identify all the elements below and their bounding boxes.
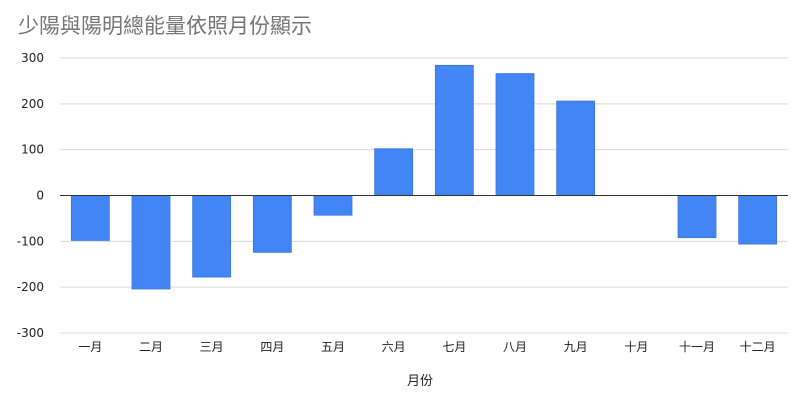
bar-6 (374, 148, 414, 196)
chart-title: 少陽與陽明總能量依照月份顯示 (18, 14, 312, 38)
bar-5 (313, 195, 353, 216)
bar-11 (677, 195, 717, 239)
x-tick-label: 九月 (564, 340, 588, 354)
x-tick-label: 八月 (503, 340, 527, 354)
x-tick-label: 四月 (260, 340, 284, 354)
gridlines (60, 57, 788, 334)
x-tick-label: 三月 (200, 340, 224, 354)
x-tick-label: 十二月 (740, 340, 776, 354)
bar-2 (131, 195, 171, 290)
bar-3 (192, 195, 232, 278)
x-tick-label: 二月 (139, 340, 163, 354)
y-tick-label: 0 (36, 189, 44, 203)
bar-1 (70, 195, 110, 241)
y-tick-label: 100 (21, 143, 44, 157)
x-tick-label: 十一月 (679, 340, 715, 354)
y-tick-label: -100 (17, 234, 44, 248)
y-tick-label: 300 (21, 51, 44, 65)
bars (60, 64, 788, 290)
x-tick-label: 十月 (624, 340, 648, 354)
y-tick-label: -300 (17, 326, 44, 340)
x-tick-label: 五月 (321, 340, 345, 354)
bar-12 (738, 195, 778, 245)
x-axis-ticks: 一月 二月 三月 四月 五月 六月 七月 八月 九月 十月 十一月 十二月 (78, 340, 775, 354)
y-tick-label: -200 (17, 280, 44, 294)
y-tick-label: 200 (21, 97, 44, 111)
bar-9 (556, 100, 596, 196)
bar-8 (495, 73, 535, 196)
x-tick-label: 一月 (78, 340, 102, 354)
bar-7 (434, 64, 474, 196)
bar-4 (252, 195, 292, 253)
x-axis-title: 月份 (407, 374, 433, 389)
x-tick-label: 六月 (382, 340, 406, 354)
x-tick-label: 七月 (442, 340, 466, 354)
y-axis-ticks: 300 200 100 0 -100 -200 -300 (17, 51, 44, 340)
